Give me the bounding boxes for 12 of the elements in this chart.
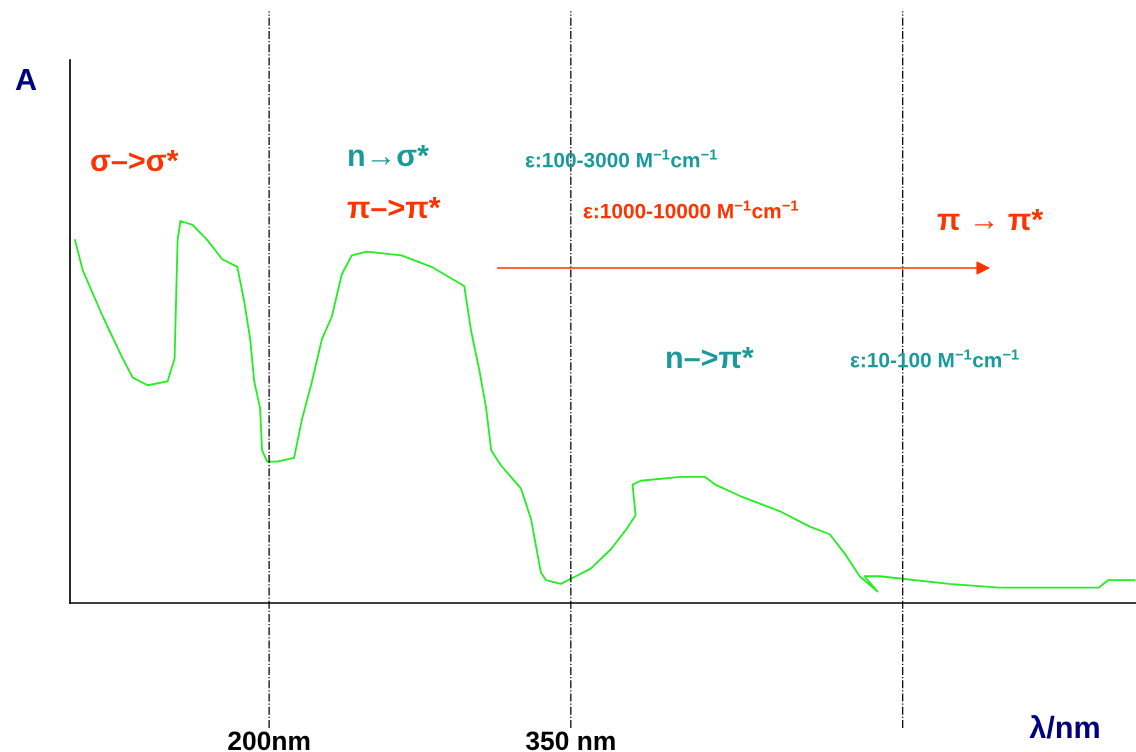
annotation: π → π* [937,208,1044,231]
x-axis-title: λ/nm [1029,714,1099,739]
text: σ–>σ* [91,149,179,172]
annotation: n–>π* [667,346,754,369]
text: π–>π* [347,196,441,219]
x-tick-label: 350 nm [525,731,615,751]
annotation: ε:10-100 M$^{−1}$cm$^{−1}$ [850,349,1019,368]
y-axis-title: A [15,68,37,90]
x-tick-label: 200nm [228,731,310,751]
text: ε:1000-10000 M$^{−1}$cm$^{−1}$ [583,200,799,219]
text: ε:100-3000 M$^{−1}$cm$^{−1}$ [525,149,717,168]
text: n→σ* [349,144,429,167]
